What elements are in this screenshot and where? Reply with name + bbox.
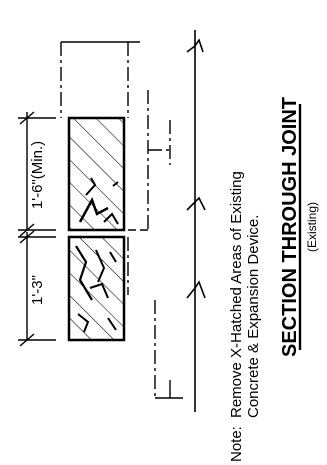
drawing-title: SECTION THROUGH JOINT (279, 97, 301, 357)
top-concrete-block (67, 116, 126, 232)
note-line-2: Concrete & Expansion Device. (245, 215, 262, 418)
existing-structure-outline (60, 41, 183, 399)
bottom-concrete-block (67, 235, 126, 342)
top-dimension (18, 111, 56, 237)
drawing-subtitle: (Existing) (305, 202, 319, 252)
note-line-1: Remove X-Hatched Areas of Existing (228, 171, 245, 418)
bottom-dimension (18, 230, 56, 347)
bottom-dimension-label: 1'-3" (29, 275, 46, 305)
break-line (186, 30, 206, 412)
note-label: Note: (228, 426, 245, 462)
top-dimension-label: 1'-6"(Min.) (29, 141, 46, 209)
